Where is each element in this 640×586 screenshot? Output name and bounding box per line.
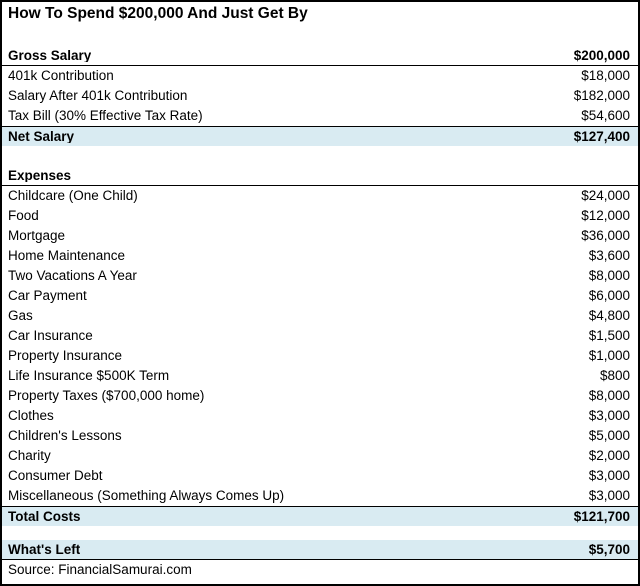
row-value: $3,000 — [588, 468, 630, 484]
total-row: What's Left $5,700 — [2, 540, 638, 560]
row-label: 401k Contribution — [8, 69, 114, 83]
row-value: $8,000 — [588, 268, 630, 284]
table-row: Charity $2,000 — [2, 446, 638, 466]
row-label: Property Insurance — [8, 349, 123, 363]
row-label: Clothes — [8, 409, 54, 423]
row-value: $182,000 — [573, 88, 630, 104]
row-value: $2,000 — [588, 448, 630, 464]
table-row: Gas $4,800 — [2, 306, 638, 326]
row-value: $6,000 — [588, 288, 630, 304]
row-label: Life Insurance $500K Term — [8, 369, 170, 383]
row-label: Net Salary — [8, 129, 75, 144]
row-value: $200,000 — [573, 47, 630, 63]
table-row: Life Insurance $500K Term $800 — [2, 366, 638, 386]
row-value: $5,000 — [588, 428, 630, 444]
row-label: Salary After 401k Contribution — [8, 89, 188, 103]
table-row: Childcare (One Child) $24,000 — [2, 186, 638, 206]
section-header-row: Gross Salary $200,000 — [2, 46, 638, 66]
row-value: $8,000 — [588, 388, 630, 404]
row-value: $3,000 — [588, 488, 630, 504]
table-row: Clothes $3,000 — [2, 406, 638, 426]
row-label: Gross Salary — [8, 48, 92, 63]
table-row: Mortgage $36,000 — [2, 226, 638, 246]
row-label: Expenses — [8, 168, 72, 183]
table-row: Tax Bill (30% Effective Tax Rate) $54,60… — [2, 106, 638, 126]
row-label: Charity — [8, 449, 51, 463]
table-row: Salary After 401k Contribution $182,000 — [2, 86, 638, 106]
row-label: Tax Bill (30% Effective Tax Rate) — [8, 109, 203, 123]
row-value: $121,700 — [573, 508, 630, 524]
total-row: Net Salary $127,400 — [2, 126, 638, 146]
row-value: $1,000 — [588, 348, 630, 364]
row-value: $4,800 — [588, 308, 630, 324]
row-value: $36,000 — [581, 228, 630, 244]
row-value: $800 — [599, 368, 630, 384]
row-label: How To Spend $200,000 And Just Get By — [8, 6, 308, 22]
row-label: Mortgage — [8, 229, 66, 243]
table-row: Car Insurance $1,500 — [2, 326, 638, 346]
row-value: $12,000 — [581, 208, 630, 224]
row-label: Two Vacations A Year — [8, 269, 137, 283]
table-row: Children's Lessons $5,000 — [2, 426, 638, 446]
row-value: $18,000 — [581, 68, 630, 84]
page-title: How To Spend $200,000 And Just Get By — [2, 2, 638, 26]
row-label: Source: FinancialSamurai.com — [8, 563, 192, 577]
row-value: $24,000 — [581, 188, 630, 204]
row-value: $3,600 — [588, 248, 630, 264]
table-row: Property Insurance $1,000 — [2, 346, 638, 366]
row-value: $127,400 — [573, 128, 630, 144]
spacer-row — [2, 146, 638, 166]
table-row: Food $12,000 — [2, 206, 638, 226]
table-row: 401k Contribution $18,000 — [2, 66, 638, 86]
row-label: Miscellaneous (Something Always Comes Up… — [8, 489, 285, 503]
row-value: $5,700 — [588, 541, 630, 557]
row-label: Car Insurance — [8, 329, 93, 343]
row-label: What's Left — [8, 542, 81, 557]
row-label: Property Taxes ($700,000 home) — [8, 389, 205, 403]
row-label: Food — [8, 209, 39, 223]
row-label: Childcare (One Child) — [8, 189, 138, 203]
row-label: Children's Lessons — [8, 429, 122, 443]
row-label: Car Payment — [8, 289, 87, 303]
total-row: Total Costs $121,700 — [2, 506, 638, 526]
row-label: Total Costs — [8, 509, 81, 524]
section-header-row: Expenses — [2, 166, 638, 186]
table-row: Miscellaneous (Something Always Comes Up… — [2, 486, 638, 506]
row-value: $1,500 — [588, 328, 630, 344]
table-row: Car Payment $6,000 — [2, 286, 638, 306]
row-value: $3,000 — [588, 408, 630, 424]
row-label: Home Maintenance — [8, 249, 126, 263]
spacer-row — [2, 26, 638, 46]
row-value: $54,600 — [581, 108, 630, 124]
source-row: Source: FinancialSamurai.com — [2, 560, 638, 580]
table-row: Property Taxes ($700,000 home) $8,000 — [2, 386, 638, 406]
table-row: Home Maintenance $3,600 — [2, 246, 638, 266]
spacer-row — [2, 526, 638, 540]
table-row: Two Vacations A Year $8,000 — [2, 266, 638, 286]
row-label: Gas — [8, 309, 33, 323]
row-label: Consumer Debt — [8, 469, 103, 483]
table-row: Consumer Debt $3,000 — [2, 466, 638, 486]
